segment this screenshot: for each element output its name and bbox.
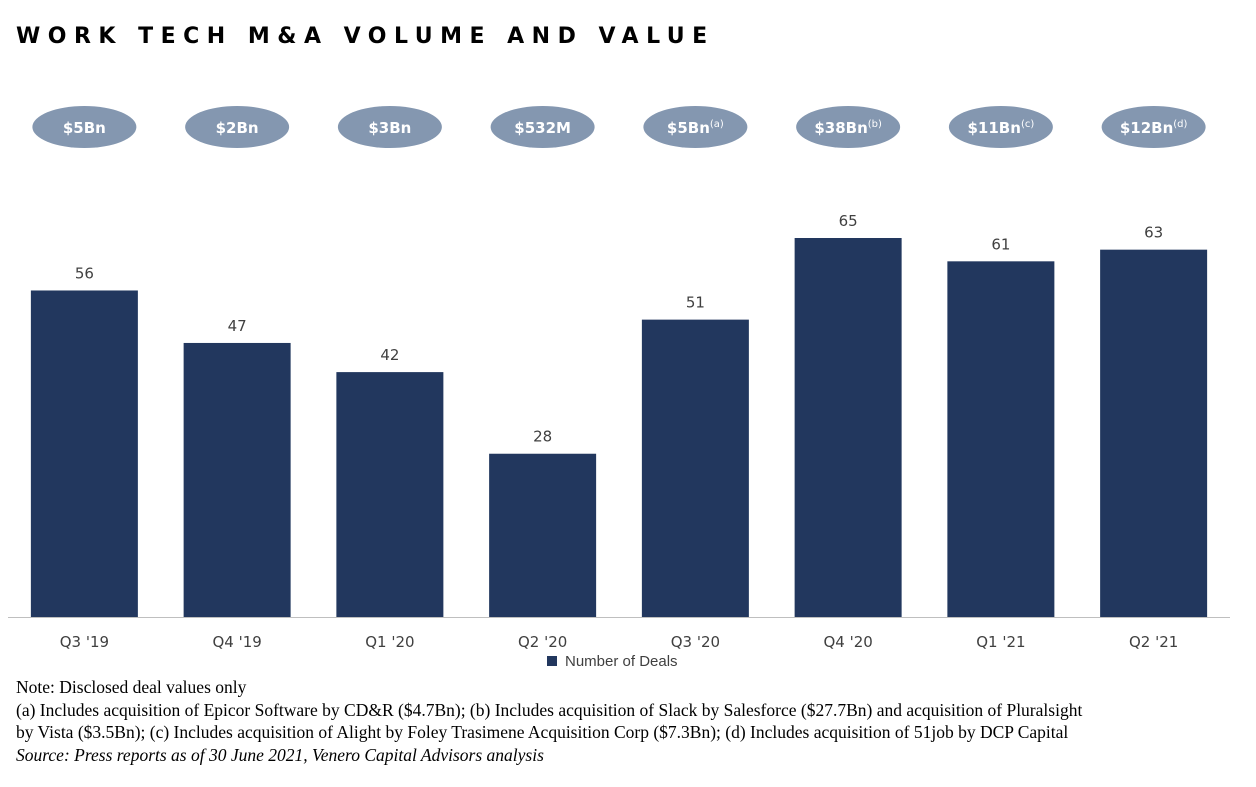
note-disclosed: Note: Disclosed deal values only — [16, 677, 247, 697]
deal-value-pill — [337, 106, 442, 148]
deal-value-label: $38Bn(b) — [814, 119, 882, 137]
footnotes: Note: Disclosed deal values only (a) Inc… — [16, 676, 1248, 766]
data-label: 42 — [380, 346, 399, 364]
deal-value-pill — [32, 106, 137, 148]
data-label: 51 — [686, 294, 705, 312]
bar — [641, 319, 749, 617]
bar — [30, 290, 138, 617]
deal-value-pill — [1101, 106, 1206, 148]
bar — [1100, 249, 1208, 617]
note-footnotes-line-2: by Vista ($3.5Bn); (c) Includes acquisit… — [16, 722, 1069, 742]
deal-value-label: $12Bn(d) — [1120, 119, 1188, 137]
tick-label: Q1 '21 — [976, 633, 1025, 651]
legend-swatch — [547, 656, 557, 666]
bar — [183, 342, 291, 617]
legend-label: Number of Deals — [565, 653, 678, 670]
data-label: 61 — [991, 235, 1010, 253]
tick-label: Q1 '20 — [365, 633, 414, 651]
bar — [947, 261, 1055, 617]
data-label: 56 — [75, 264, 94, 282]
deal-value-pill — [185, 106, 290, 148]
deal-value-label: $11Bn(c) — [968, 119, 1035, 137]
bar — [489, 453, 597, 617]
data-label: 65 — [839, 212, 858, 230]
bar-chart: 56 Q3 '19 $5Bn 47 Q4 '19 $2Bn 42 Q1 '20 $3Bn 28 Q2… — [8, 106, 1230, 670]
deal-value-label: $5Bn(a) — [667, 119, 724, 137]
deal-value-label: $2Bn — [216, 119, 259, 137]
tick-label: Q2 '21 — [1129, 633, 1178, 651]
tick-label: Q4 '19 — [212, 633, 261, 651]
bar — [794, 238, 902, 617]
deal-value-pill — [796, 106, 901, 148]
deal-value-label: $3Bn — [368, 119, 411, 137]
tick-label: Q3 '19 — [60, 633, 109, 651]
source-note: Source: Press reports as of 30 June 2021… — [16, 744, 544, 765]
note-footnotes-line-1: (a) Includes acquisition of Epicor Softw… — [16, 699, 1083, 720]
deal-value-label: $5Bn — [63, 119, 106, 137]
bar — [336, 372, 444, 617]
tick-label: Q3 '20 — [671, 633, 720, 651]
data-label: 63 — [1144, 224, 1163, 242]
tick-label: Q2 '20 — [518, 633, 567, 651]
data-label: 47 — [228, 317, 247, 335]
data-label: 28 — [533, 428, 552, 446]
deal-value-pill — [643, 106, 748, 148]
deal-value-pill — [948, 106, 1053, 148]
chart-title: WORK TECH M&A VOLUME AND VALUE — [16, 24, 715, 49]
tick-label: Q4 '20 — [823, 633, 872, 651]
deal-value-pill — [490, 106, 595, 148]
deal-value-label: $532M — [514, 119, 571, 137]
